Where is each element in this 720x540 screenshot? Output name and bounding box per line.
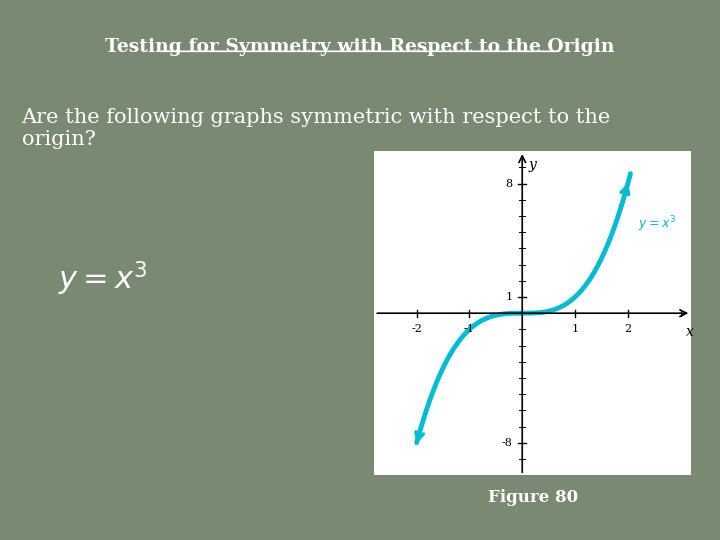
Text: -8: -8: [502, 438, 513, 448]
Text: $y = x^3$: $y = x^3$: [639, 214, 676, 234]
Text: Figure 80: Figure 80: [487, 489, 578, 505]
Text: Are the following graphs symmetric with respect to the
origin?: Are the following graphs symmetric with …: [22, 108, 611, 149]
Text: -1: -1: [464, 323, 475, 334]
Text: -2: -2: [411, 323, 422, 334]
Text: $y = x^3$: $y = x^3$: [58, 259, 147, 298]
Text: 2: 2: [624, 323, 631, 334]
Text: 8: 8: [505, 179, 513, 188]
Text: 1: 1: [505, 292, 513, 302]
Text: 1: 1: [572, 323, 579, 334]
Text: y: y: [528, 158, 536, 172]
Text: x: x: [686, 325, 694, 339]
Text: Testing for Symmetry with Respect to the Origin: Testing for Symmetry with Respect to the…: [105, 38, 615, 56]
